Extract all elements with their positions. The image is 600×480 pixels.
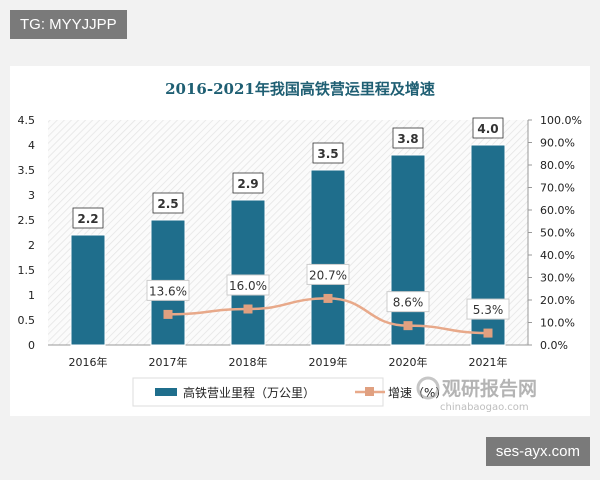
right-tick-label: 80.0%: [540, 159, 575, 172]
growth-label: 13.6%: [149, 284, 187, 298]
bar: [310, 169, 346, 346]
left-tick-label: 2.5: [18, 214, 36, 227]
right-tick-label: 20.0%: [540, 294, 575, 307]
left-tick-label: 0: [28, 339, 35, 352]
bar-label: 2.2: [77, 212, 98, 226]
right-tick-label: 60.0%: [540, 204, 575, 217]
x-tick-label: 2021年: [469, 355, 508, 369]
x-tick-label: 2017年: [149, 355, 188, 369]
legend: 高铁营业里程（万公里） 增速（%）: [132, 377, 447, 407]
growth-label: 16.0%: [229, 279, 267, 293]
bar: [70, 234, 106, 346]
growth-marker: [323, 293, 333, 303]
right-tick-label: 70.0%: [540, 182, 575, 195]
watermark-bottom: ses-ayx.com: [485, 437, 590, 466]
left-tick-label: 4.5: [18, 114, 36, 127]
chart-title: 2016-2021年我国高铁营运里程及增速: [165, 80, 435, 98]
left-tick-label: 4: [28, 139, 35, 152]
bar-label-box: [72, 207, 104, 229]
left-tick-label: 3.5: [18, 164, 36, 177]
x-tick-label: 2018年: [229, 355, 268, 369]
left-tick-label: 1.5: [18, 264, 36, 277]
bar-label-box: [312, 142, 344, 164]
legend-bar-label: 高铁营业里程（万公里）: [183, 385, 315, 400]
growth-label-box: [146, 279, 190, 301]
bar-label: 3.8: [397, 132, 418, 146]
growth-label-box: [226, 274, 270, 296]
growth-marker: [163, 309, 173, 319]
bar-label-box: [152, 192, 184, 214]
right-tick-label: 40.0%: [540, 249, 575, 262]
right-tick-label: 90.0%: [540, 137, 575, 150]
plot-area: [48, 120, 528, 345]
growth-label-box: [386, 291, 430, 313]
left-tick-label: 0.5: [18, 314, 36, 327]
growth-marker: [483, 328, 493, 338]
growth-marker: [403, 321, 413, 331]
growth-label-box: [306, 263, 350, 285]
left-tick-label: 2: [28, 239, 35, 252]
bar-label: 2.9: [237, 177, 258, 191]
bar-label: 3.5: [317, 147, 338, 161]
bar: [230, 199, 266, 346]
bar-label-box: [472, 117, 504, 139]
growth-label: 5.3%: [473, 303, 504, 317]
left-tick-label: 1: [28, 289, 35, 302]
logo: 观研报告网 chinabaogao.com: [416, 376, 537, 413]
logo-domain: chinabaogao.com: [440, 402, 529, 413]
logo-name: 观研报告网: [442, 377, 537, 400]
growth-label: 8.6%: [393, 296, 424, 310]
right-tick-label: 0.0%: [540, 339, 568, 352]
growth-marker: [243, 304, 253, 314]
x-tick-label: 2020年: [389, 355, 428, 369]
right-tick-label: 10.0%: [540, 317, 575, 330]
bar-label: 4.0: [477, 122, 498, 136]
right-tick-label: 50.0%: [540, 227, 575, 240]
left-tick-label: 3: [28, 189, 35, 202]
growth-label-box: [466, 298, 510, 320]
legend-bar-swatch: [155, 388, 177, 396]
bar-label-box: [232, 172, 264, 194]
growth-label: 20.7%: [309, 268, 347, 282]
x-tick-label: 2016年: [69, 355, 108, 369]
legend-line-marker: [365, 387, 374, 396]
bar-label-box: [392, 127, 424, 149]
bar-label: 2.5: [157, 197, 178, 211]
right-tick-label: 30.0%: [540, 272, 575, 285]
bar: [390, 154, 426, 346]
right-tick-label: 100.0%: [540, 114, 582, 127]
watermark-top: TG: MYYJJPP: [10, 10, 127, 39]
x-tick-label: 2019年: [309, 355, 348, 369]
